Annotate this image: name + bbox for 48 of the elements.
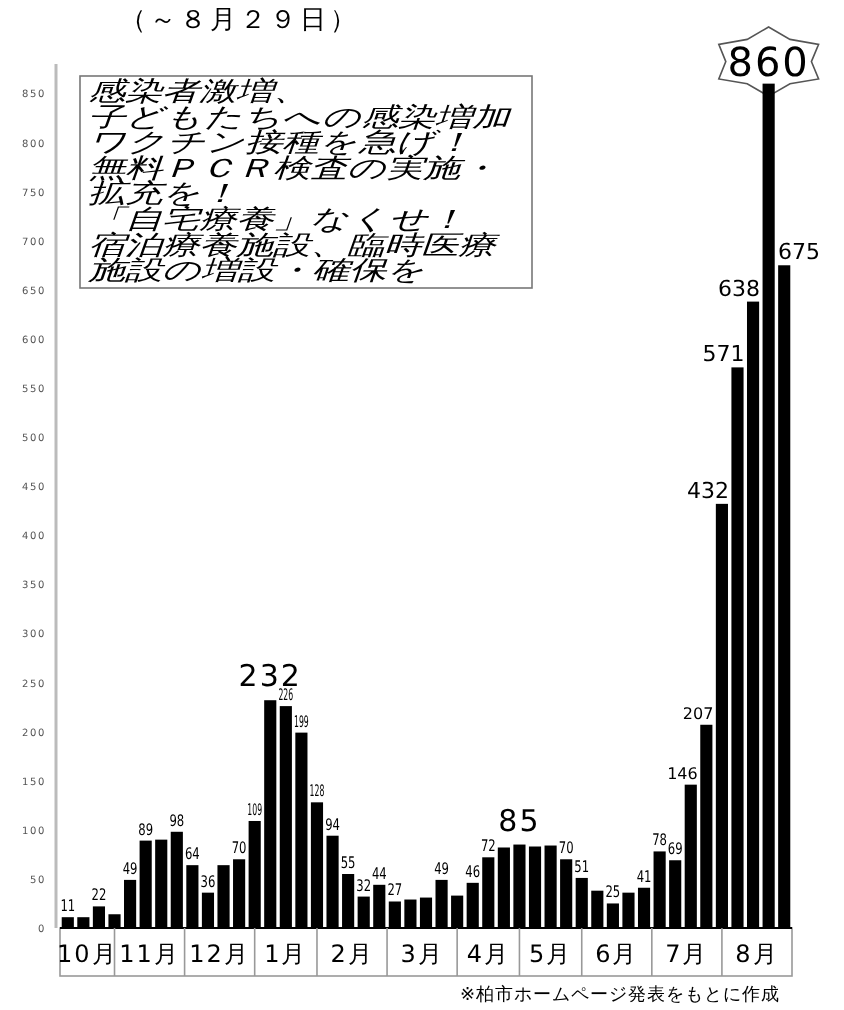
data-label: 55 xyxy=(340,854,362,872)
x-tick-label: 6月 xyxy=(595,940,639,968)
data-label: 85 xyxy=(498,802,541,839)
data-label: 70 xyxy=(558,839,580,858)
data-label: 44 xyxy=(371,864,393,883)
data-label: 207 xyxy=(682,704,714,723)
data-label: 46 xyxy=(465,862,486,881)
data-label: 199 xyxy=(294,712,325,731)
data-label: 860 xyxy=(727,37,810,86)
data-label: 109 xyxy=(247,800,278,819)
data-label: 64 xyxy=(184,845,206,864)
data-label: 98 xyxy=(169,811,190,830)
x-tick-label: 7月 xyxy=(665,940,709,968)
data-label: 41 xyxy=(636,867,658,886)
x-tick-label: 3月 xyxy=(400,940,444,968)
data-label: 27 xyxy=(387,881,408,900)
x-tick-label: 11月 xyxy=(119,940,180,968)
x-tick-label: 12月 xyxy=(189,940,250,968)
data-label: 49 xyxy=(434,859,455,878)
data-label: 32 xyxy=(356,876,377,895)
data-label: 25 xyxy=(605,883,626,902)
data-label: 36 xyxy=(200,872,221,891)
annotation: 感染者激増、 xyxy=(88,75,310,107)
data-label: 70 xyxy=(231,839,253,858)
x-tick-label: 2月 xyxy=(330,940,374,968)
chart-title: （～８月２９日） xyxy=(120,6,360,36)
data-label: 94 xyxy=(325,815,346,834)
data-label: 432 xyxy=(686,477,729,504)
data-label: 146 xyxy=(667,764,698,783)
data-label: 72 xyxy=(480,837,502,856)
x-tick-label: 1月 xyxy=(264,940,308,968)
data-label: 69 xyxy=(667,840,689,859)
x-tick-label: 5月 xyxy=(528,940,573,968)
data-label: 49 xyxy=(122,859,144,878)
data-label: 128 xyxy=(309,782,341,801)
x-tick-label: 10月 xyxy=(56,940,118,968)
data-label: 22 xyxy=(91,886,112,905)
data-label: 571 xyxy=(702,341,745,368)
x-tick-label: 8月 xyxy=(735,940,779,968)
data-label: 51 xyxy=(574,857,595,876)
x-tick-label: 4月 xyxy=(466,940,510,968)
annotation: 「自宅療養」なくせ！ xyxy=(88,203,465,235)
data-label: 226 xyxy=(278,686,309,705)
data-label: 675 xyxy=(777,239,820,266)
data-label: 89 xyxy=(138,820,159,839)
data-label: 11 xyxy=(60,897,81,916)
text: ※柏市ホームページ発表をもとに作成 xyxy=(459,984,780,1006)
data-label: 638 xyxy=(718,275,761,302)
